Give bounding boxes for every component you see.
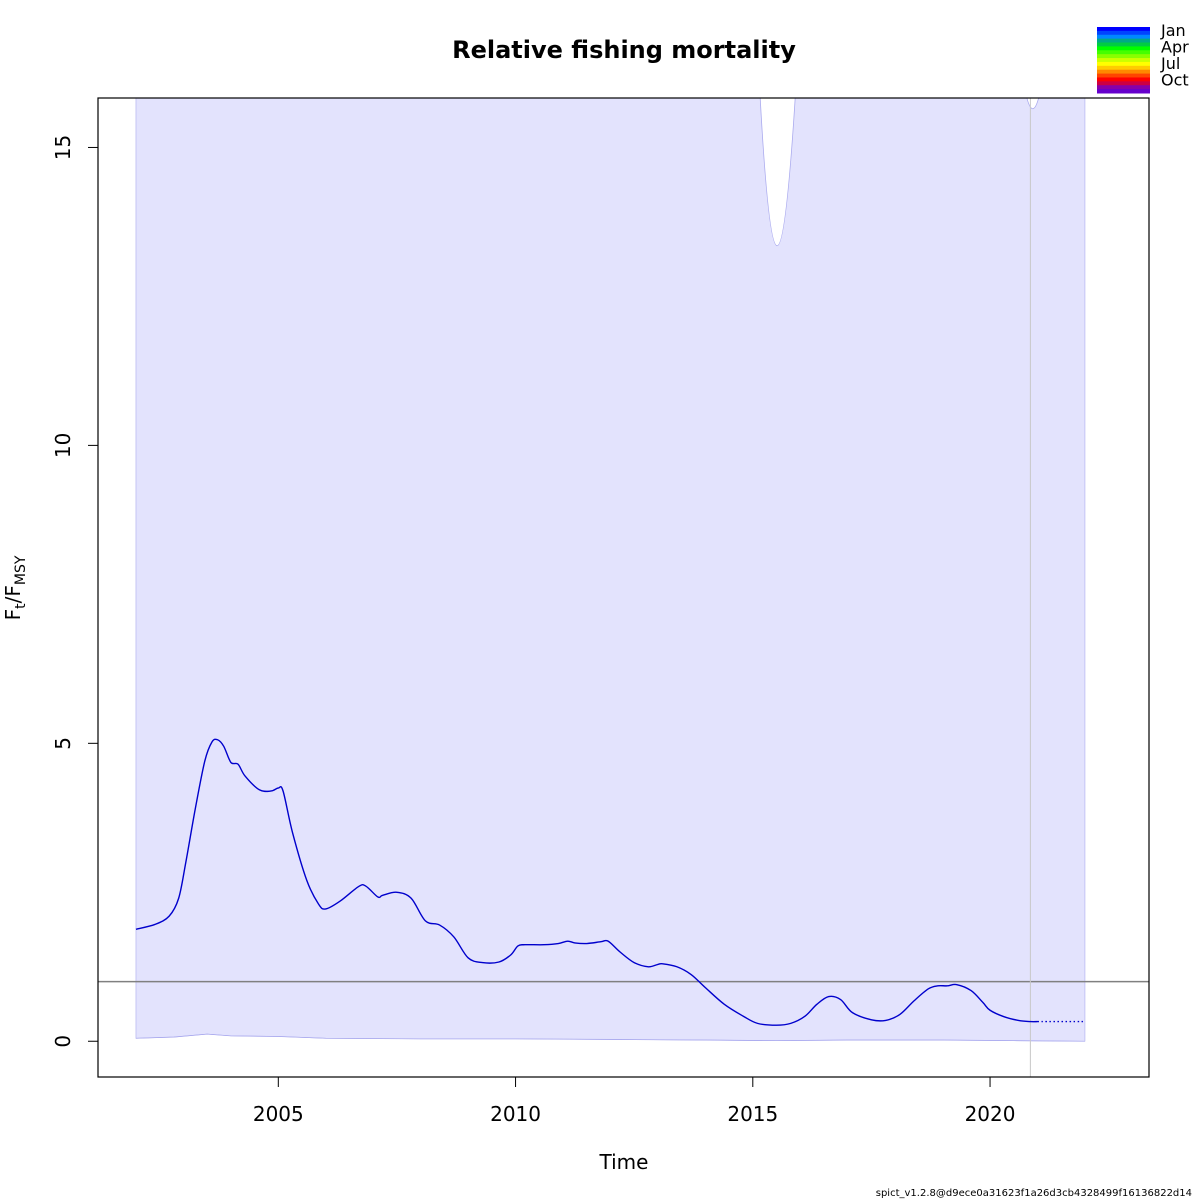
legend-label-jan: Jan — [1160, 21, 1186, 40]
legend-label-apr: Apr — [1161, 38, 1189, 57]
legend-swatch-4 — [1097, 42, 1150, 47]
x-axis-label: Time — [599, 1150, 649, 1174]
legend-label-oct: Oct — [1161, 71, 1189, 90]
legend-swatch-15 — [1097, 85, 1150, 90]
chart-title: Relative fishing mortality — [452, 36, 796, 64]
y-label-sub-t: t — [13, 603, 29, 609]
x-tick-label-2010: 2010 — [490, 1102, 541, 1126]
y-label-slash-f: /F — [1, 585, 25, 603]
x-tick-label-2005: 2005 — [253, 1102, 304, 1126]
confidence-band — [135, 98, 1086, 1042]
x-axis: 2005 2010 2015 2020 — [253, 1077, 1016, 1126]
legend-swatch-5 — [1097, 46, 1150, 51]
legend-swatch-14 — [1097, 81, 1150, 86]
legend-swatch-9 — [1097, 61, 1150, 67]
series-layer — [98, 98, 1149, 1077]
ci-upper-gap-1 — [759, 98, 796, 246]
y-axis-label: Ft/FMSY — [1, 555, 29, 620]
series-estimate-line — [135, 738, 1038, 1026]
legend-swatch-0 — [1097, 27, 1150, 32]
legend-swatch-8 — [1097, 58, 1150, 63]
x-tick-label-2015: 2015 — [727, 1102, 778, 1126]
y-tick-label-15: 15 — [51, 135, 75, 160]
legend-swatch-7 — [1097, 54, 1150, 59]
legend-swatch-2 — [1097, 34, 1150, 40]
legend-swatch-3 — [1097, 38, 1150, 44]
y-tick-label-5: 5 — [51, 737, 75, 750]
x-tick-label-2020: 2020 — [965, 1102, 1016, 1126]
y-label-sub-msy: MSY — [13, 555, 29, 585]
legend-swatch-11 — [1097, 69, 1150, 75]
legend-swatch-12 — [1097, 73, 1150, 78]
legend-swatch-10 — [1097, 65, 1150, 71]
y-label-f: F — [1, 609, 25, 621]
y-tick-label-10: 10 — [51, 433, 75, 458]
plot-frame — [97, 97, 1150, 1078]
ci-band-area — [135, 98, 1086, 1042]
y-tick-label-0: 0 — [51, 1035, 75, 1048]
legend-swatch-16 — [1097, 89, 1150, 94]
legend-swatch-13 — [1097, 77, 1150, 82]
y-axis: 0 5 10 15 — [51, 135, 98, 1048]
legend-swatch-1 — [1097, 30, 1150, 36]
ci-lower-edge — [135, 1033, 1085, 1042]
ci-upper-gap-2 — [1026, 98, 1039, 110]
legend-label-jul: Jul — [1160, 54, 1180, 73]
version-footer: spict_v1.2.8@d9ece0a31623f1a26d3cb432849… — [876, 1188, 1192, 1199]
legend-swatch-6 — [1097, 50, 1150, 55]
